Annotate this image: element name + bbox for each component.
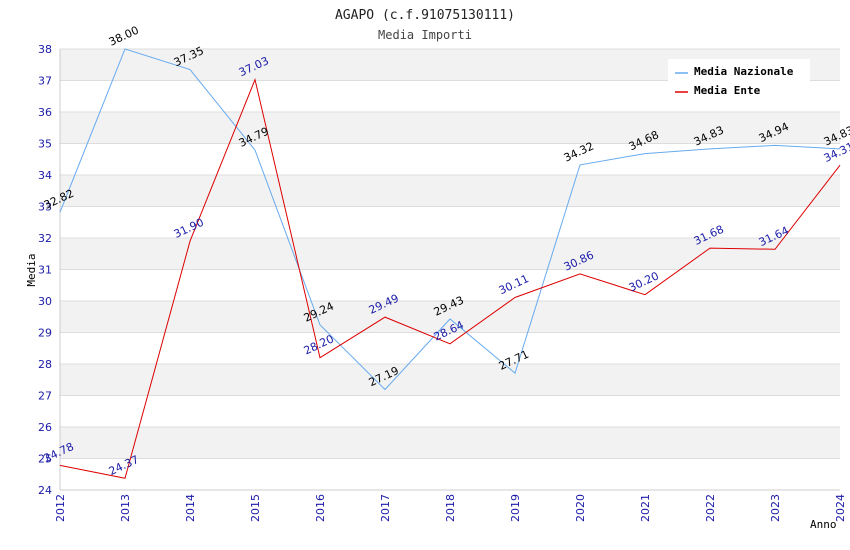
y-tick-label: 29: [38, 327, 52, 340]
y-tick-label: 27: [38, 390, 52, 403]
grid-band: [60, 427, 840, 459]
chart-title: AGAPO (c.f.91075130111): [335, 8, 515, 23]
series-lines: [59, 48, 841, 479]
y-tick-label: 30: [38, 295, 52, 308]
x-tick-label: 2017: [379, 494, 392, 522]
y-tick-label: 32: [38, 232, 52, 245]
legend-box: [668, 59, 810, 101]
x-tick-label: 2020: [574, 494, 587, 522]
grid-band: [60, 364, 840, 396]
axes: [59, 49, 840, 491]
x-tick-label: 2021: [639, 494, 652, 522]
y-axis-label: Media: [25, 253, 38, 286]
x-tick-label: 2024: [834, 494, 847, 522]
series-line-media-nazionale: [59, 48, 841, 391]
y-tick-label: 26: [38, 421, 52, 434]
grid-band: [60, 238, 840, 270]
x-tick-label: 2019: [509, 494, 522, 522]
y-tick-label: 24: [38, 484, 52, 497]
x-axis-label: Anno: [810, 518, 837, 531]
y-tick-label: 34: [38, 169, 52, 182]
x-tick-label: 2018: [444, 494, 457, 522]
y-tick-label: 36: [38, 106, 52, 119]
legend: Media Nazionale Media Ente: [668, 59, 810, 101]
y-tick-label: 33: [38, 201, 52, 214]
x-tick-label: 2012: [54, 494, 67, 522]
grid-bands: [60, 49, 840, 459]
grid-band: [60, 175, 840, 207]
y-tick-label: 37: [38, 75, 52, 88]
chart-subtitle: Media Importi: [378, 28, 472, 42]
x-tick-label: 2013: [119, 494, 132, 522]
y-tick-label: 28: [38, 358, 52, 371]
x-tick-label: 2022: [704, 494, 717, 522]
y-tick-labels: 24 25 26 27 28 29 30 31 32 33 34 35 36 37 38: [38, 43, 52, 497]
x-tick-label: 2023: [769, 494, 782, 522]
grid-band: [60, 301, 840, 333]
legend-label-media-nazionale: Media Nazionale: [694, 65, 794, 78]
legend-label-media-ente: Media Ente: [694, 84, 761, 97]
y-tick-label: 35: [38, 138, 52, 151]
y-tick-label: 25: [38, 453, 52, 466]
series-line-media-ente: [59, 77, 841, 479]
grid-band: [60, 112, 840, 144]
x-tick-label: 2015: [249, 494, 262, 522]
x-tick-label: 2016: [314, 494, 327, 522]
x-tick-label: 2014: [184, 494, 197, 522]
y-tick-label: 31: [38, 264, 52, 277]
y-tick-label: 38: [38, 43, 52, 56]
x-tick-labels: 2012 2013 2014 2015 2016 2017 2018 2019 2020 2021…: [54, 494, 847, 522]
